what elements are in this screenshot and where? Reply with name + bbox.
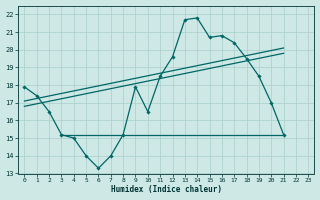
X-axis label: Humidex (Indice chaleur): Humidex (Indice chaleur) [111,185,222,194]
